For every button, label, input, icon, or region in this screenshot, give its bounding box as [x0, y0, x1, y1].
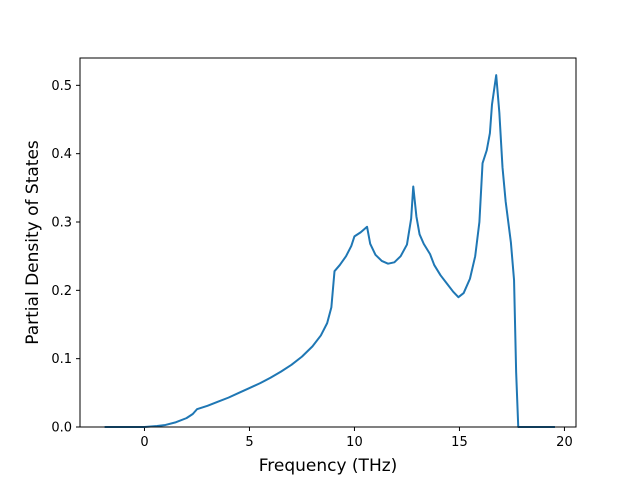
- y-tick-label: 0.3: [51, 216, 72, 231]
- y-axis-ticks: 0.0 0.1 0.2 0.3 0.4 0.5: [51, 79, 80, 436]
- y-tick-label: 0.5: [51, 79, 72, 94]
- plot-frame: [79, 57, 577, 428]
- y-tick-label: 0.1: [51, 352, 72, 367]
- x-tick-label: 20: [556, 435, 573, 450]
- y-tick-label: 0.2: [51, 284, 72, 299]
- series-layer: [104, 74, 555, 428]
- x-tick-label: 15: [451, 435, 468, 450]
- x-tick-label: 5: [245, 435, 253, 450]
- y-axis-label: Partial Density of States: [23, 140, 43, 345]
- y-tick-label: 0.0: [51, 421, 72, 436]
- pdos-series-line: [104, 74, 555, 428]
- x-axis-label: Frequency (THz): [259, 456, 398, 476]
- x-axis-ticks: 0 5 10 15 20: [140, 427, 573, 450]
- x-tick-label: 10: [346, 435, 363, 450]
- y-tick-label: 0.4: [51, 147, 72, 162]
- x-tick-label: 0: [140, 435, 148, 450]
